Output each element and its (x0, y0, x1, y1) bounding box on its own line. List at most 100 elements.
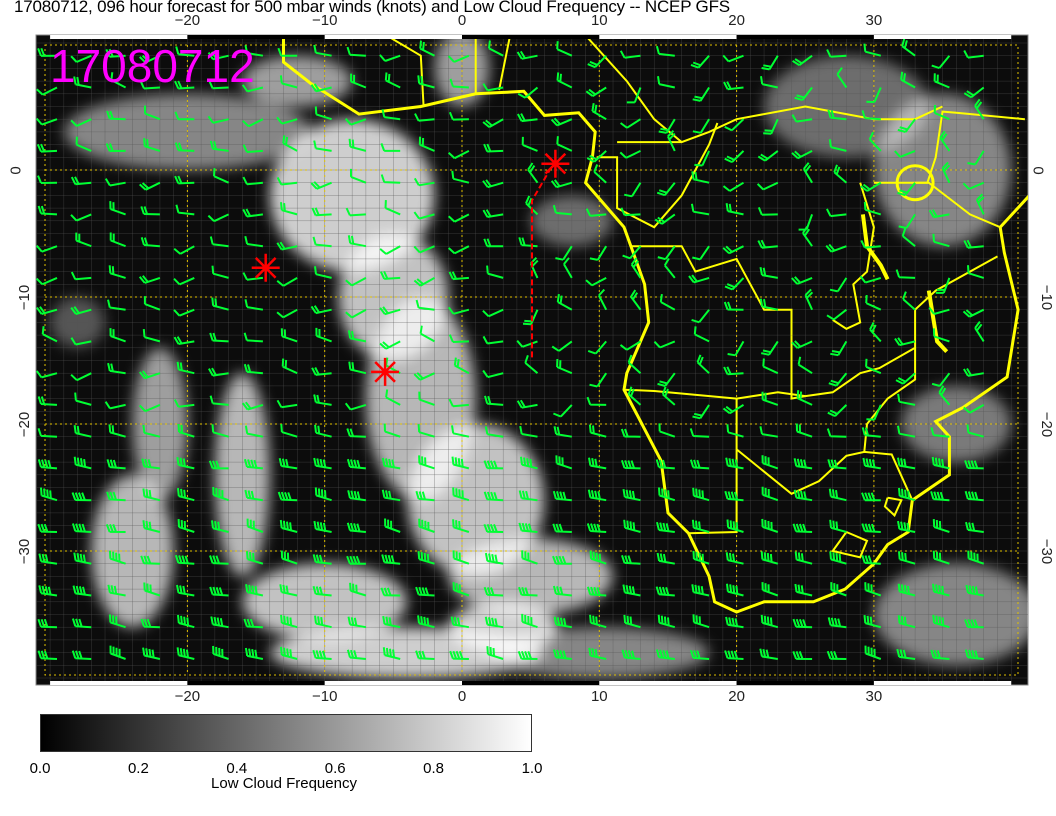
wind-barb (688, 274, 710, 284)
wind-barb (140, 206, 160, 216)
wind-barb (621, 649, 641, 660)
wind-barb (310, 305, 332, 315)
wind-barb (452, 582, 470, 597)
wind-barb (828, 139, 847, 152)
wind-barb (724, 650, 744, 660)
wind-barb (724, 490, 744, 502)
country-border (873, 110, 1025, 184)
wind-barb (661, 386, 676, 406)
track-line (531, 166, 553, 361)
wind-barb (727, 340, 745, 357)
wind-barb (657, 614, 676, 629)
tick-bar (50, 35, 188, 39)
wind-barb (791, 114, 813, 123)
wind-barb (208, 80, 229, 90)
wind-barbs (36, 38, 985, 660)
wind-barb (452, 519, 470, 533)
wind-barb (447, 54, 470, 63)
wind-barb (760, 614, 779, 629)
wind-barb (902, 291, 916, 311)
wind-barb (109, 645, 126, 660)
wind-barb (692, 86, 710, 102)
wind-barb (71, 492, 92, 502)
wind-barb (931, 55, 951, 70)
wind-barb (974, 321, 985, 342)
storm-track (531, 166, 553, 361)
wind-barb (723, 366, 744, 376)
wind-barb (379, 54, 401, 62)
wind-barb (796, 390, 813, 406)
wind-barb (626, 87, 642, 104)
wind-barb (483, 586, 504, 597)
wind-barb (963, 239, 984, 249)
wind-barb (280, 424, 298, 438)
wind-barb (656, 552, 675, 565)
wind-barb (556, 72, 573, 89)
wind-barb (346, 428, 366, 438)
wind-barb (967, 265, 984, 279)
wind-barb (589, 550, 607, 565)
wind-barb (589, 372, 608, 388)
wind-barb (623, 182, 642, 198)
wind-barb (243, 332, 263, 343)
wind-barb (448, 245, 470, 255)
wind-barb (142, 424, 161, 438)
wind-barb (657, 76, 676, 89)
wind-barb (587, 55, 607, 69)
wind-barb (722, 54, 744, 63)
wind-barb (347, 330, 367, 343)
wind-barb (791, 150, 813, 160)
wind-barb (860, 181, 882, 192)
wind-barb (690, 203, 710, 216)
wind-barb (759, 648, 778, 660)
wind-barb (108, 265, 126, 279)
wind-barb (244, 299, 264, 311)
wind-barb (630, 289, 642, 311)
wind-barb (864, 582, 882, 597)
wind-barb (962, 308, 985, 318)
wind-barb (897, 393, 916, 406)
wind-barb (70, 306, 92, 315)
tick-bar (736, 35, 874, 39)
wind-barb (41, 326, 58, 343)
wind-barb (862, 457, 881, 470)
wind-barb (726, 583, 744, 597)
wind-barb (930, 427, 950, 438)
wind-barb (964, 649, 984, 660)
wind-barb (142, 329, 161, 343)
wind-barb (177, 423, 195, 438)
wind-barb (723, 81, 744, 91)
wind-barb (70, 54, 92, 63)
lon-tick-label-top: 30 (865, 12, 883, 29)
wind-barb (931, 372, 951, 387)
wind-barb (725, 616, 744, 629)
wind-barb (310, 181, 332, 190)
wind-barb (866, 87, 882, 104)
lon-tick-label-bottom: 0 (457, 688, 467, 705)
wind-barb (826, 428, 847, 438)
wind-barb (587, 340, 607, 355)
wind-barb (210, 616, 229, 629)
wind-barb (242, 118, 264, 128)
wind-barb (589, 245, 608, 261)
wind-barb (761, 582, 779, 597)
wind-barb (37, 427, 58, 438)
wind-barb (37, 205, 58, 216)
wind-barb (901, 228, 916, 247)
wind-barb (588, 424, 607, 438)
wind-barb (418, 455, 435, 470)
wind-barb (280, 614, 298, 629)
wind-barb (829, 277, 848, 293)
wind-barb (585, 208, 607, 217)
wind-barb (72, 585, 92, 597)
wind-barb (691, 171, 710, 184)
wind-barb (725, 457, 744, 470)
wind-barb (556, 41, 573, 57)
wind-barb (894, 149, 916, 158)
wind-barb (556, 293, 573, 311)
wind-barb (37, 650, 58, 660)
wind-barb (761, 486, 779, 502)
wind-barb (794, 551, 813, 565)
wind-barb (759, 298, 778, 311)
wind-barb (173, 336, 195, 345)
